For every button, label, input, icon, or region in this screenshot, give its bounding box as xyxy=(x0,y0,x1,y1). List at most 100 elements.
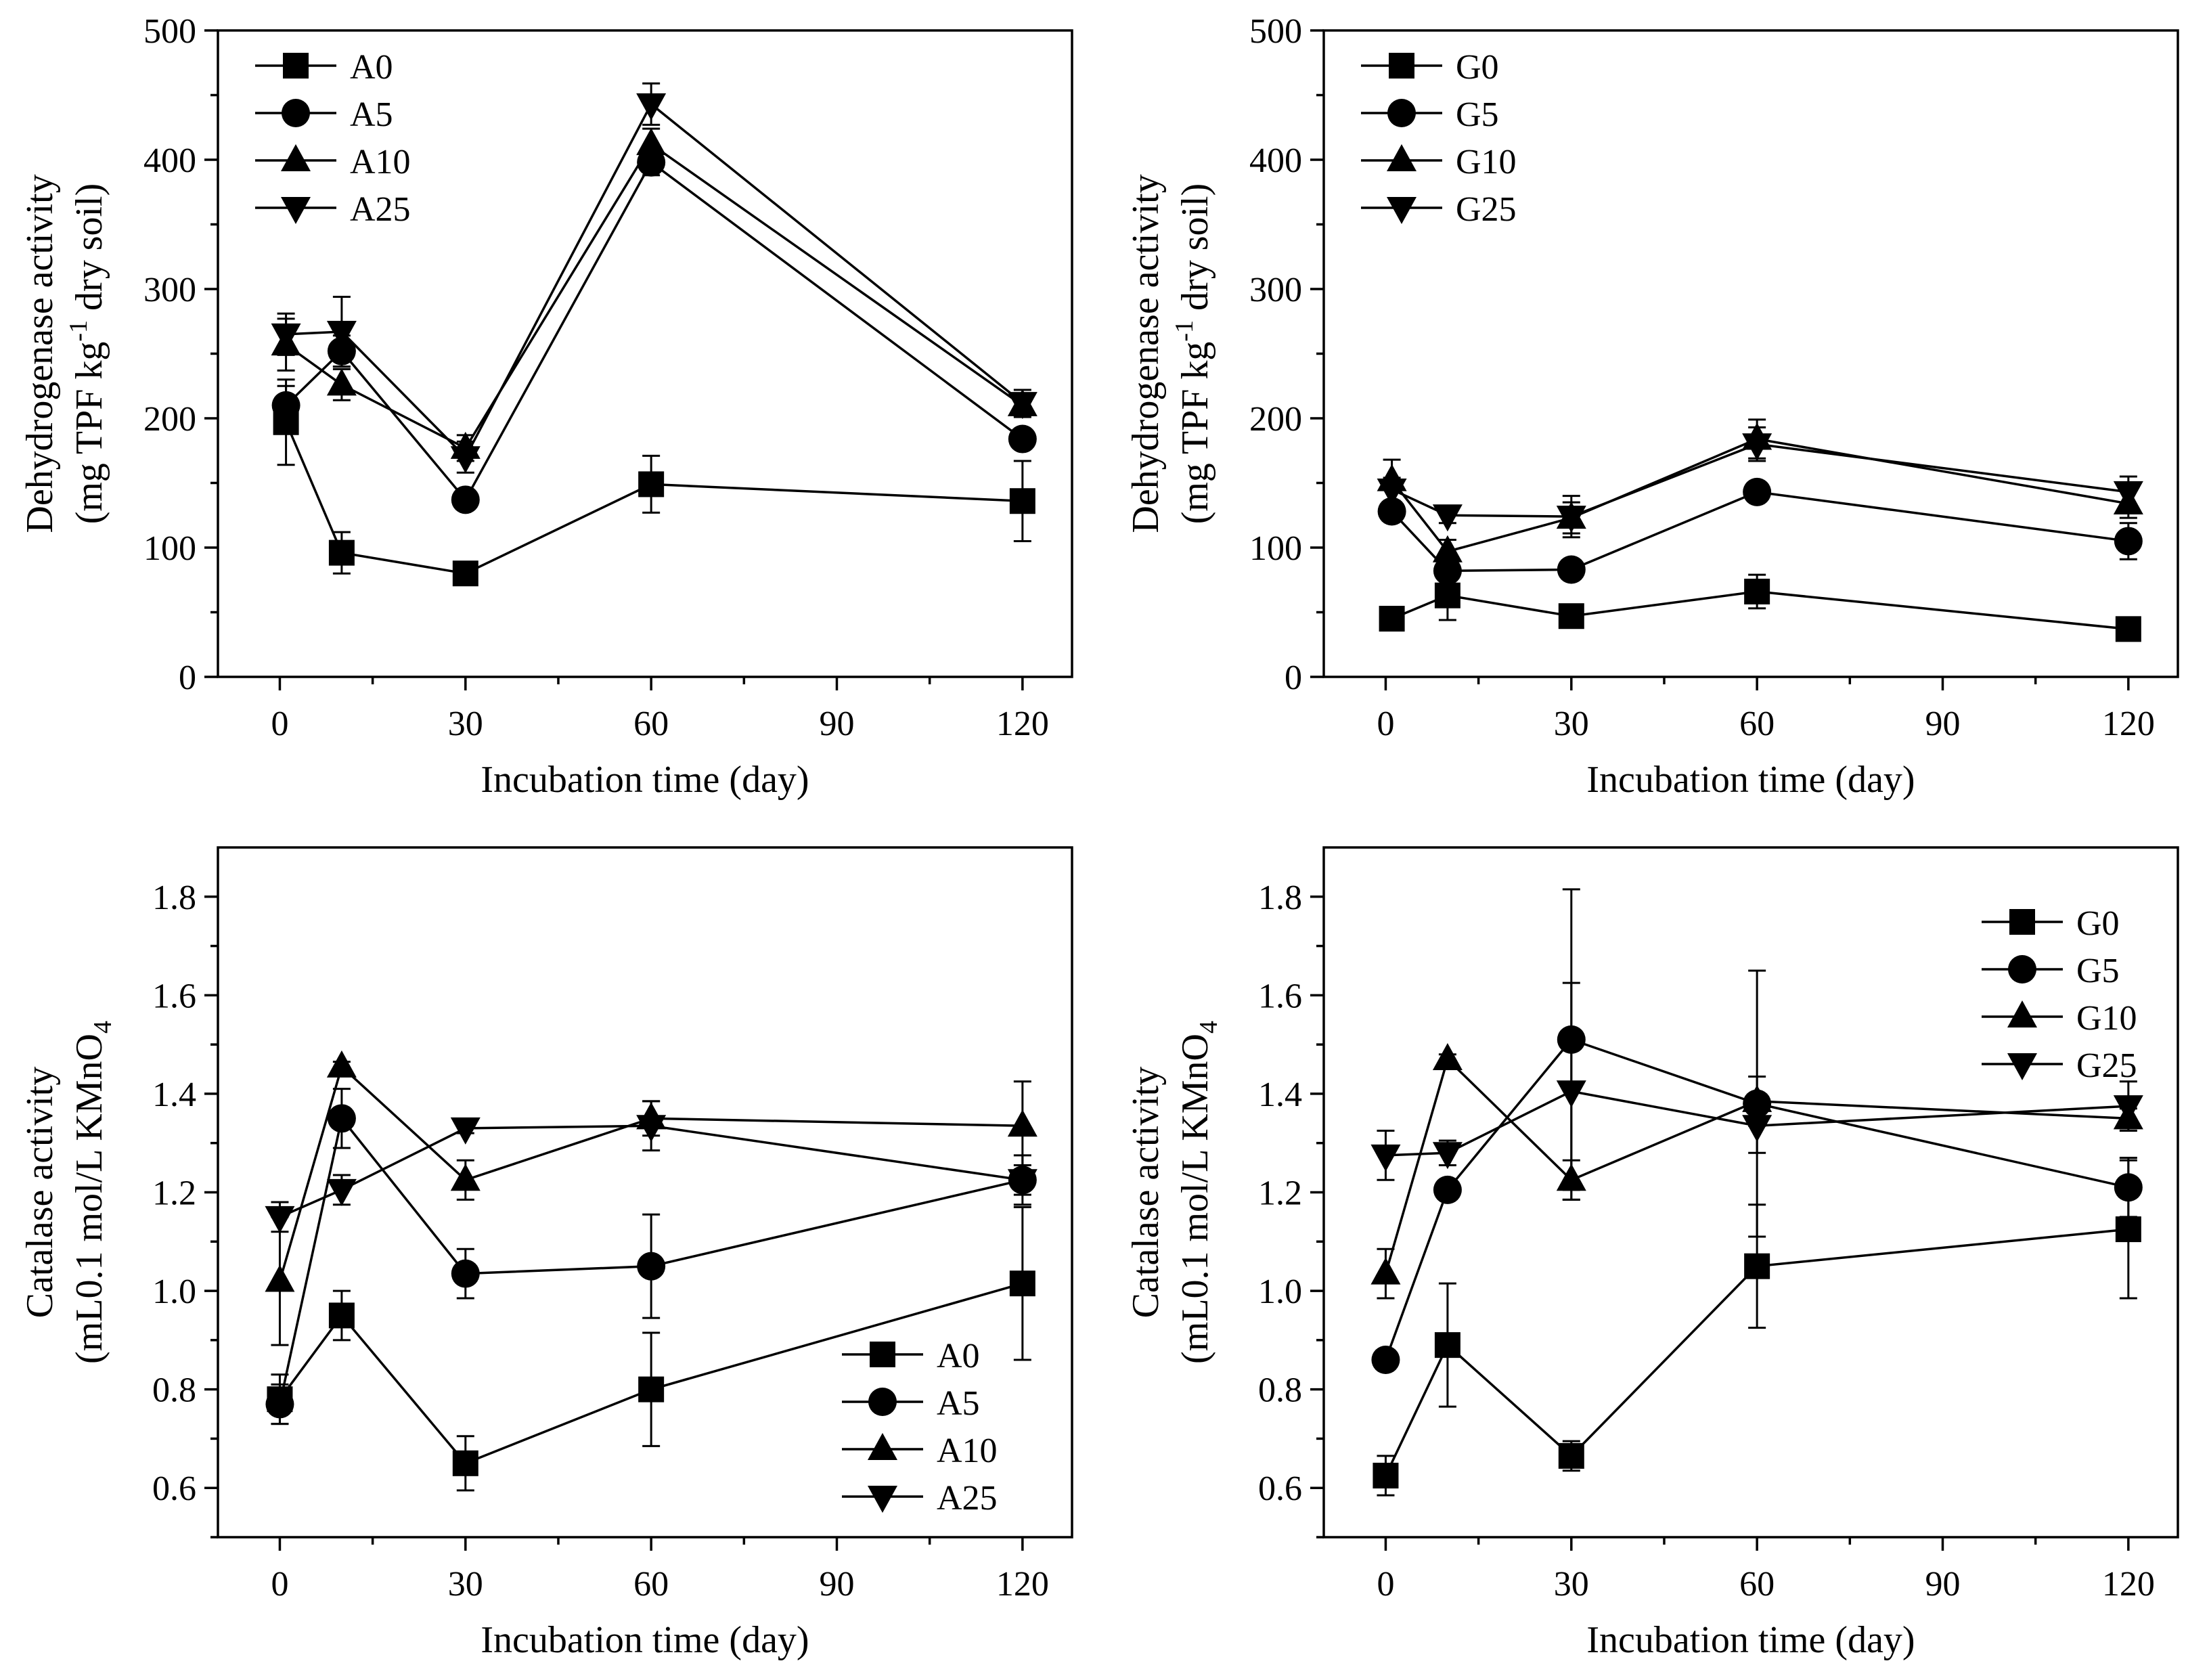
y-tick-label: 0.6 xyxy=(1258,1469,1302,1508)
chart-panel-4: 0 30 60 90 120 0.6 0.8 1.0 1.2 1.4 1.6 1.8 Incubatio… xyxy=(1125,846,2179,1661)
data-point xyxy=(326,321,357,349)
x-tick-label: 0 xyxy=(271,1565,288,1604)
legend-marker xyxy=(870,1342,895,1367)
data-point xyxy=(450,446,481,474)
data-point xyxy=(636,93,667,120)
y-tick-label: 1.2 xyxy=(1258,1174,1302,1213)
data-point xyxy=(2115,1216,2141,1243)
y-tick-label: 1.6 xyxy=(1258,977,1302,1015)
y-axis-label: Dehydrogenase activity xyxy=(19,174,61,533)
data-point xyxy=(1432,535,1463,562)
data-point xyxy=(271,323,301,351)
data-point xyxy=(1742,433,1772,461)
x-tick-label: 120 xyxy=(996,705,1049,743)
data-point xyxy=(1742,1115,1772,1143)
legend-label-G5: G5 xyxy=(2076,952,2120,990)
y-tick-label: 1.4 xyxy=(1258,1076,1302,1114)
data-point xyxy=(1370,1144,1401,1172)
legend-marker xyxy=(868,1486,897,1513)
y-tick-label: 1.0 xyxy=(152,1273,196,1311)
legend-label-G25: G25 xyxy=(1456,190,1517,229)
y-axis-label: Catalase activity xyxy=(19,1067,61,1319)
data-point xyxy=(1556,506,1586,533)
x-tick-label: 60 xyxy=(1739,705,1775,743)
legend: G0 G5 G10 G25 xyxy=(1982,904,2137,1085)
data-point xyxy=(2114,527,2143,556)
x-tick-label: 120 xyxy=(2102,705,2155,743)
data-point xyxy=(1007,1109,1038,1137)
data-point xyxy=(1744,578,1770,604)
y-tick-label: 300 xyxy=(143,271,196,309)
x-tick-label: 60 xyxy=(1739,1565,1775,1604)
legend: G0 G5 G10 G25 xyxy=(1361,48,1517,229)
x-tick-label: 30 xyxy=(448,1565,483,1604)
data-point xyxy=(2115,616,2141,642)
legend-label-A25: A25 xyxy=(937,1479,998,1518)
data-point xyxy=(1370,1257,1401,1285)
chart-panel-3: 0 30 60 90 120 0.6 0.8 1.0 1.2 1.4 1.6 1.8 Incubatio… xyxy=(19,846,1073,1661)
y-tick-label: 400 xyxy=(1249,141,1302,180)
series-A5 xyxy=(271,148,1037,514)
data-point xyxy=(326,1050,357,1078)
series-G0 xyxy=(1379,569,2141,642)
legend-label-G10: G10 xyxy=(2076,999,2137,1038)
data-point xyxy=(326,1178,357,1206)
x-axis-label: Incubation time (day) xyxy=(481,1619,809,1661)
x-tick-label: 120 xyxy=(2102,1565,2155,1604)
legend-label-A25: A25 xyxy=(350,190,411,229)
data-point xyxy=(1371,1345,1400,1374)
y-tick-label: 400 xyxy=(143,141,196,180)
x-axis-label: Incubation time (day) xyxy=(1586,1619,1915,1661)
x-axis-label: Incubation time (day) xyxy=(481,759,809,801)
x-tick-label: 90 xyxy=(1925,1565,1960,1604)
data-point xyxy=(1007,1169,1038,1197)
legend-marker xyxy=(282,99,310,127)
x-tick-label: 90 xyxy=(1925,705,1960,743)
data-point xyxy=(637,1252,666,1281)
x-tick-label: 0 xyxy=(1377,705,1394,743)
x-tick-label: 90 xyxy=(819,705,854,743)
legend-label-G10: G10 xyxy=(1456,143,1517,181)
data-point xyxy=(451,1259,480,1288)
data-point xyxy=(1558,1442,1584,1469)
series-A25 xyxy=(265,1100,1038,1233)
data-point xyxy=(2113,1095,2143,1123)
data-point xyxy=(1558,603,1584,629)
y-axis-label: Catalase activity xyxy=(1125,1067,1167,1319)
data-point xyxy=(450,1117,481,1145)
chart-panel-1: 0 30 60 90 120 0 100 200 300 400 500 Incubation tim… xyxy=(19,12,1073,801)
series-A25 xyxy=(271,82,1038,474)
x-tick-label: 60 xyxy=(633,705,669,743)
chart-panel-2: 0 30 60 90 120 0 100 200 300 400 500 Incubation tim… xyxy=(1125,12,2179,801)
y-tick-label: 1.8 xyxy=(152,879,196,917)
data-point xyxy=(328,1302,355,1329)
data-point xyxy=(1556,1080,1586,1108)
data-point xyxy=(326,368,357,396)
legend-label-A0: A0 xyxy=(937,1337,980,1375)
data-point xyxy=(1557,555,1586,584)
data-point xyxy=(265,1264,295,1292)
x-tick-label: 30 xyxy=(448,705,483,743)
legend-marker xyxy=(1387,144,1417,171)
series-G25 xyxy=(1377,426,2143,539)
y-axis-label-unit: (mg TPF kg-1 dry soil) xyxy=(1170,183,1216,525)
legend-marker xyxy=(1387,99,1416,127)
legend-marker xyxy=(2008,955,2036,983)
y-tick-label: 0 xyxy=(1285,659,1302,697)
data-point xyxy=(265,1206,295,1233)
y-tick-label: 1.6 xyxy=(152,977,196,1015)
data-point xyxy=(1379,606,1405,632)
data-point xyxy=(1377,479,1407,506)
y-axis-label-unit: (mL0.1 mol/L KMnO4 xyxy=(68,1021,117,1364)
legend-marker xyxy=(2009,909,2035,935)
y-tick-label: 0.8 xyxy=(1258,1371,1302,1410)
x-tick-label: 60 xyxy=(633,1565,669,1604)
data-point xyxy=(452,560,478,587)
series-A10 xyxy=(265,1050,1038,1346)
y-axis-label-unit: (mg TPF kg-1 dry soil) xyxy=(64,183,110,525)
data-point xyxy=(2114,1173,2143,1202)
data-point xyxy=(451,485,480,514)
x-tick-label: 30 xyxy=(1554,1565,1589,1604)
y-tick-label: 100 xyxy=(143,529,196,568)
y-tick-label: 100 xyxy=(1249,529,1302,568)
